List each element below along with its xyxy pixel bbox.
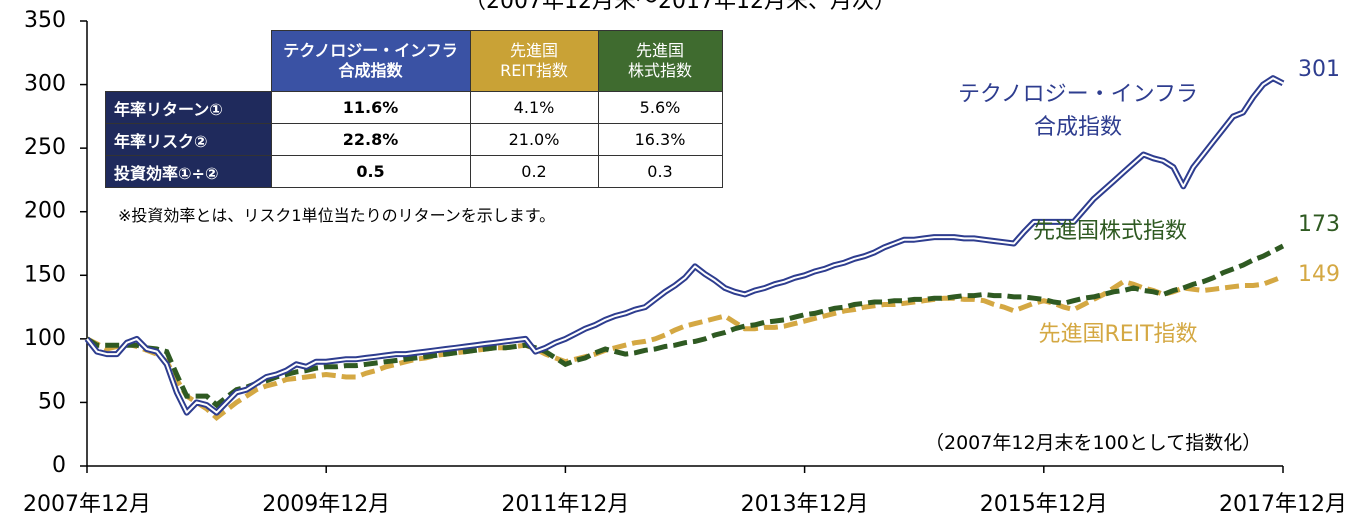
table-row: 年率リターン① 11.6% 4.1% 5.6%: [105, 91, 723, 124]
row-label: 年率リターン①: [105, 91, 272, 124]
y-tick-label: 100: [24, 326, 66, 351]
y-tick-label: 250: [24, 135, 66, 160]
table-cell: 0.5: [270, 155, 471, 188]
stats-table: テクノロジー・インフラ 合成指数 先進国 REIT指数 先進国 株式指数 年率リターン…: [105, 30, 723, 188]
table-cell: 16.3%: [597, 123, 723, 156]
row-label: 年率リスク②: [105, 123, 272, 156]
note: ※投資効率とは、リスク1単位当たりのリターンを示します。: [118, 206, 556, 225]
table-corner: [106, 31, 272, 92]
table-cell: 21.0%: [469, 123, 599, 156]
table-cell: 0.3: [597, 155, 723, 188]
series-label: 先進国株式指数: [1032, 219, 1187, 244]
chart-title: （2007年12月末～2017年12月末、月次）: [464, 0, 896, 14]
x-tick-label: 2007年12月: [23, 492, 151, 517]
table-header: テクノロジー・インフラ 合成指数: [270, 30, 471, 92]
table-header-row: テクノロジー・インフラ 合成指数 先進国 REIT指数 先進国 株式指数: [106, 30, 723, 92]
y-tick-label: 300: [24, 72, 66, 97]
row-label: 投資効率①÷②: [105, 155, 272, 188]
table-row: 年率リスク② 22.8% 21.0% 16.3%: [105, 123, 723, 156]
table-cell: 4.1%: [469, 91, 599, 124]
end-value-label: 149: [1298, 262, 1340, 287]
y-tick-label: 0: [52, 453, 66, 478]
line-inner: [86, 77, 1284, 414]
end-value-label: 173: [1298, 212, 1340, 237]
y-tick-label: 150: [24, 262, 66, 287]
table-header: 先進国 REIT指数: [469, 30, 599, 92]
x-tick-label: 2011年12月: [501, 492, 629, 517]
table-row: 投資効率①÷② 0.5 0.2 0.3: [105, 155, 723, 188]
x-tick-label: 2015年12月: [980, 492, 1108, 517]
table-cell: 0.2: [469, 155, 599, 188]
series-label: テクノロジー・インフラ 合成指数: [957, 82, 1199, 140]
line: [85, 274, 1284, 421]
table-cell: 5.6%: [597, 91, 723, 124]
series-label: 先進国REIT指数: [1038, 322, 1198, 347]
x-tick-label: 2017年12月: [1219, 492, 1347, 517]
x-tick-label: 2009年12月: [262, 492, 390, 517]
line: [85, 243, 1285, 409]
end-value-label: 301: [1298, 57, 1340, 82]
table-header: 先進国 株式指数: [597, 30, 723, 92]
y-tick-label: 50: [38, 389, 66, 414]
y-tick-label: 200: [24, 199, 66, 224]
table-cell: 22.8%: [270, 123, 471, 156]
basis-note: （2007年12月末を100として指数化）: [925, 432, 1262, 454]
table-cell: 11.6%: [270, 91, 471, 124]
y-tick-label: 350: [24, 8, 66, 33]
x-tick-label: 2013年12月: [741, 492, 869, 517]
